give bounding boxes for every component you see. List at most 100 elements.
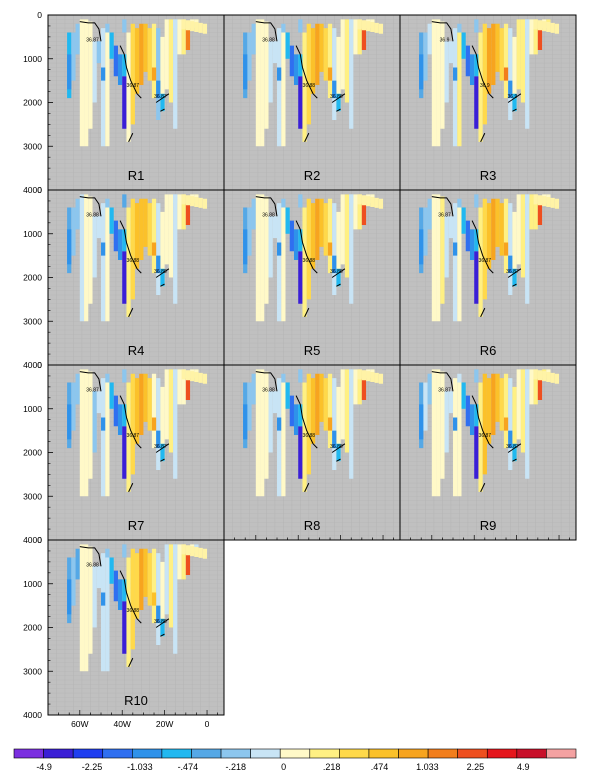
anomaly-cell [537,20,543,31]
anomaly-cell [105,23,110,33]
contour-label: 36.88 [330,94,343,100]
anomaly-cell [105,378,110,497]
anomaly-cell [185,370,191,381]
contour-line [331,268,346,278]
anomaly-cell [298,426,303,479]
contour-line [255,21,278,42]
anomaly-cell [277,28,282,147]
anomaly-cell [285,382,290,409]
anomaly-cell [512,443,517,462]
anomaly-cell [525,194,530,304]
anomaly-cell [550,22,555,33]
anomaly-cell [264,196,269,304]
anomaly-cell [84,544,89,672]
y-tick-label: 2000 [23,98,42,108]
contour-label: 36.88 [303,258,316,264]
anomaly-cell [160,618,165,637]
contour-label: 36.9 [440,37,450,43]
anomaly-cell [529,194,534,230]
anomaly-cell [444,391,449,453]
anomaly-cell [440,196,445,304]
anomaly-cell [151,373,157,449]
anomaly-cell [457,23,462,33]
anomaly-cell [332,203,337,295]
anomaly-cell [173,194,178,304]
panel-label: R1 [128,168,145,183]
anomaly-cell [281,203,286,322]
anomaly-cell [101,592,106,606]
panel-label: R4 [128,343,145,358]
contour-label: 36.88 [86,212,99,218]
panel-r7: 36.87 36.87 36.87 R7 0 1000 2000 3000 4000 [23,360,225,545]
anomaly-cell [109,32,114,59]
anomaly-cell [281,373,286,383]
y-tick-label: 3000 [23,666,42,676]
colorbar-swatch [191,748,222,759]
anomaly-cell [251,373,256,405]
anomaly-cell [88,196,93,304]
anomaly-cell [185,195,191,206]
colorbar-swatch [457,748,488,759]
anomaly-cell [419,229,424,265]
panel-r5: 36.88 36.88 36.88 R5 [223,189,401,366]
anomaly-cell [298,369,303,383]
anomaly-cell [419,54,424,90]
anomaly-cell [474,194,479,208]
anomaly-cell [198,372,203,383]
panel-label: R3 [480,168,497,183]
anomaly-cell [255,19,261,147]
anomaly-cell [88,21,93,129]
contour-line [336,458,341,462]
anomaly-cell [247,382,252,431]
y-tick-label: 3000 [23,316,42,326]
anomaly-cell [546,197,551,207]
contour-line [507,93,522,103]
anomaly-cell [160,268,165,287]
anomaly-cell [113,45,118,77]
anomaly-cell [272,41,278,64]
anomaly-cell [533,369,538,405]
anomaly-cell [130,198,135,300]
anomaly-cell [310,28,316,94]
anomaly-cell [340,369,345,440]
contour-line [128,482,134,493]
anomaly-cell [323,28,328,81]
anomaly-cell [160,561,165,637]
anomaly-cell [194,19,199,24]
y-tick-label: 1000 [23,404,42,414]
anomaly-cell [139,198,144,260]
anomaly-cell [319,373,324,422]
contour-line [128,657,134,668]
anomaly-cell [298,229,303,252]
anomaly-cell [194,544,199,549]
y-tick-label: 1000 [23,229,42,239]
anomaly-cell [336,443,341,462]
anomaly-cell [130,23,135,125]
anomaly-cell [319,23,324,72]
contour-line [431,371,454,392]
anomaly-cell [344,369,350,453]
anomaly-cell [366,21,371,32]
anomaly-cell [327,23,333,99]
anomaly-cell [185,378,191,400]
contour-line [79,196,102,217]
colorbar-label: -2.25 [82,762,103,772]
anomaly-cell [139,373,144,435]
anomaly-cell [96,41,102,64]
contour-label: 36.87 [479,433,492,439]
colorbar-swatch [72,748,104,759]
anomaly-cell [126,207,131,317]
anomaly-cell [101,242,106,256]
anomaly-cell [537,203,543,225]
anomaly-cell [147,553,152,606]
anomaly-cell [88,371,93,479]
anomaly-cell [260,194,265,322]
anomaly-cell [151,23,157,99]
contour-line [160,633,165,637]
contour-line [512,458,517,462]
anomaly-cell [194,372,199,382]
anomaly-cell [357,194,362,230]
anomaly-cell [349,369,354,379]
anomaly-cell [516,369,521,440]
contour-label: 36.87 [86,37,99,43]
